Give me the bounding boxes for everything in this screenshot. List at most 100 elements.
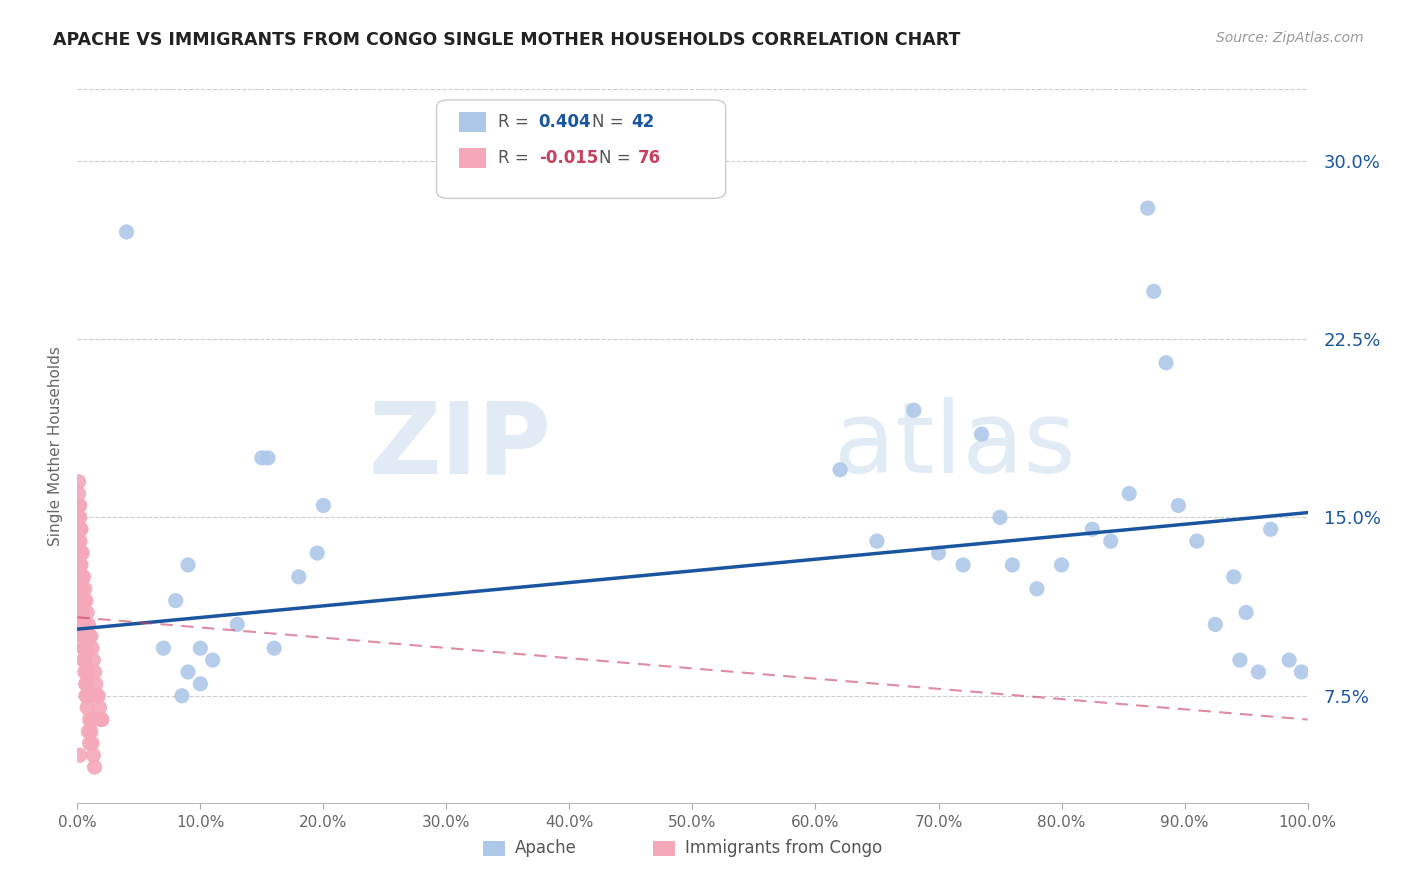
Point — [82, 713, 104, 727]
Point — [75, 593, 97, 607]
Point — [830, 463, 852, 477]
Point — [1081, 522, 1104, 536]
Point — [75, 689, 97, 703]
Point — [70, 570, 93, 584]
Point — [69, 534, 91, 549]
Point — [76, 689, 98, 703]
Point — [67, 475, 90, 489]
Point — [69, 510, 91, 524]
Point — [73, 653, 96, 667]
Point — [1247, 665, 1270, 679]
Point — [69, 534, 91, 549]
Text: Source: ZipAtlas.com: Source: ZipAtlas.com — [1216, 31, 1364, 45]
Point — [115, 225, 138, 239]
FancyBboxPatch shape — [437, 100, 725, 198]
Point — [952, 558, 974, 572]
Point — [152, 641, 174, 656]
Point — [288, 570, 311, 584]
Point — [82, 736, 104, 750]
Point — [177, 558, 200, 572]
Point — [89, 700, 111, 714]
Point — [177, 665, 200, 679]
Point — [79, 736, 101, 750]
Point — [80, 629, 103, 643]
Point — [82, 653, 104, 667]
Point — [79, 629, 101, 643]
Point — [165, 593, 187, 607]
Text: Immigrants from Congo: Immigrants from Congo — [685, 839, 883, 857]
Point — [70, 617, 93, 632]
Text: R =: R = — [498, 113, 534, 131]
Point — [1026, 582, 1049, 596]
Point — [80, 724, 103, 739]
Point — [86, 689, 108, 703]
Point — [1260, 522, 1282, 536]
Point — [70, 582, 93, 596]
Point — [866, 534, 889, 549]
Point — [988, 510, 1011, 524]
Point — [1229, 653, 1251, 667]
Point — [82, 748, 104, 763]
Point — [1278, 653, 1301, 667]
Point — [1291, 665, 1313, 679]
Point — [970, 427, 993, 442]
Point — [90, 713, 112, 727]
Point — [69, 558, 91, 572]
Point — [928, 546, 950, 560]
Point — [83, 665, 105, 679]
Point — [69, 522, 91, 536]
Point — [188, 641, 212, 656]
Point — [170, 689, 193, 703]
Point — [67, 499, 90, 513]
Point — [70, 570, 93, 584]
Point — [79, 689, 101, 703]
Point — [69, 546, 91, 560]
Point — [70, 546, 93, 560]
Point — [201, 653, 224, 667]
Point — [83, 760, 105, 774]
Point — [79, 713, 101, 727]
Point — [72, 570, 94, 584]
Point — [1204, 617, 1226, 632]
FancyBboxPatch shape — [484, 840, 506, 856]
Point — [84, 677, 107, 691]
Text: Apache: Apache — [516, 839, 578, 857]
Point — [1050, 558, 1073, 572]
Point — [70, 558, 93, 572]
Point — [75, 641, 97, 656]
FancyBboxPatch shape — [458, 148, 486, 168]
Point — [250, 450, 273, 465]
Text: 42: 42 — [631, 113, 654, 131]
Point — [70, 582, 93, 596]
Point — [312, 499, 335, 513]
Point — [1154, 356, 1177, 370]
Point — [70, 582, 93, 596]
Text: 76: 76 — [638, 149, 661, 167]
Point — [72, 641, 94, 656]
Text: atlas: atlas — [834, 398, 1076, 494]
Point — [70, 606, 93, 620]
Point — [70, 522, 93, 536]
Point — [75, 677, 97, 691]
Point — [1223, 570, 1246, 584]
Text: ZIP: ZIP — [368, 398, 551, 494]
Point — [77, 724, 100, 739]
Point — [1167, 499, 1189, 513]
Point — [72, 653, 94, 667]
Point — [69, 499, 91, 513]
Text: 0.404: 0.404 — [538, 113, 592, 131]
Point — [263, 641, 285, 656]
Point — [67, 499, 90, 513]
Point — [67, 510, 90, 524]
Point — [77, 689, 100, 703]
Point — [188, 677, 212, 691]
Point — [226, 617, 249, 632]
Point — [70, 546, 93, 560]
Point — [70, 593, 93, 607]
Text: -0.015: -0.015 — [538, 149, 598, 167]
Point — [76, 665, 98, 679]
Point — [1136, 201, 1159, 215]
Point — [70, 606, 93, 620]
Point — [73, 653, 96, 667]
Point — [72, 593, 94, 607]
